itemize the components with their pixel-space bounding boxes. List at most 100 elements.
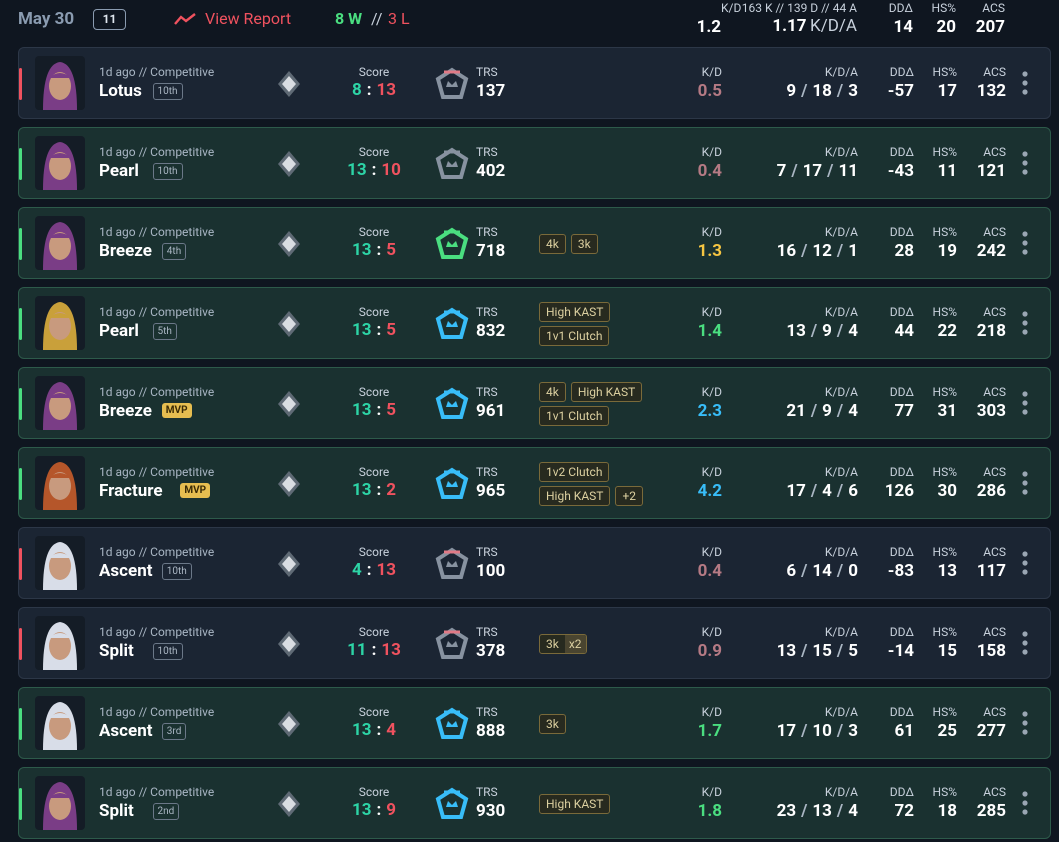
tag: High KAST — [539, 794, 611, 814]
kda-label: K/D/A — [824, 625, 858, 640]
kd-value: 1.7 — [697, 720, 722, 741]
dot — [1022, 480, 1028, 486]
view-report[interactable]: View Report — [205, 8, 292, 28]
agent-portrait-svg — [35, 696, 85, 750]
rank-icon — [277, 630, 301, 658]
hs-value: 22 — [937, 320, 957, 341]
rank-icon — [277, 70, 301, 98]
match-count: 11 — [93, 9, 126, 30]
record-sep: // — [371, 8, 383, 28]
tag: 4k — [539, 382, 566, 402]
kda-sep: / — [836, 401, 844, 421]
date: May 30 — [18, 8, 75, 29]
tag-line: High KAST — [539, 794, 611, 814]
tag-line: High KAST — [539, 302, 611, 322]
enemy-score: 13 — [381, 640, 401, 660]
match-row[interactable]: 1d ago // Competitive Pearl 5th Score 13:5 TR… — [18, 287, 1051, 359]
portrait-fringe — [49, 153, 71, 158]
kda-label: K/D/A — [824, 305, 858, 320]
match-row[interactable]: 1d ago // Competitive Lotus 10th Score 8:13 T… — [18, 47, 1051, 119]
kda: 17/4/6 — [698, 480, 858, 502]
trs-frame — [435, 227, 469, 259]
enemy-score: 10 — [381, 160, 401, 180]
rank-inner — [282, 716, 296, 732]
acs-label: ACS — [983, 625, 1006, 640]
match-time: 1d ago // Competitive — [99, 145, 215, 160]
trs-icon-svg — [435, 707, 469, 739]
match-row[interactable]: 1d ago // Competitive Ascent 10th Score 4:13… — [18, 527, 1051, 599]
match-row[interactable]: 1d ago // Competitive Breeze MVP Score 13:5 T… — [18, 367, 1051, 439]
map-name: Ascent — [99, 560, 153, 581]
kd-value: 1.2 — [696, 16, 721, 37]
kd-label: K/D — [701, 225, 722, 240]
more-menu-svg — [1022, 151, 1028, 175]
match-time: 1d ago // Competitive — [99, 385, 215, 400]
kd-label: K/D — [701, 705, 722, 720]
match-row[interactable]: 1d ago // Competitive Pearl 10th Score 13:10… — [18, 127, 1051, 199]
trs-label: TRS — [476, 465, 498, 480]
trs-frame — [435, 787, 469, 819]
more-menu[interactable] — [1020, 230, 1030, 258]
match-row[interactable]: 1d ago // Competitive Breeze 4th Score 13:5 T… — [18, 207, 1051, 279]
tag-text: High KAST — [577, 385, 636, 399]
kda-sep: / — [801, 241, 808, 261]
more-menu[interactable] — [1020, 630, 1030, 658]
kda-sep: / — [801, 641, 808, 661]
score: 13:5 — [294, 319, 454, 341]
assists: 3 — [848, 721, 858, 741]
more-menu[interactable] — [1020, 150, 1030, 178]
more-menu[interactable] — [1020, 70, 1030, 98]
dot — [1022, 311, 1028, 317]
match-row[interactable]: 1d ago // Competitive Split 2nd Score 13:9 TR… — [18, 767, 1051, 839]
rank-icon — [277, 790, 301, 818]
score-sep: : — [376, 240, 382, 260]
enemy-score: 13 — [376, 80, 397, 100]
dot — [1022, 400, 1028, 406]
portrait-fringe — [49, 713, 71, 718]
more-menu[interactable] — [1020, 310, 1030, 338]
result-bar — [19, 68, 22, 100]
trend-line — [174, 13, 196, 25]
match-row[interactable]: 1d ago // Competitive Ascent 3rd Score 13:4 T… — [18, 687, 1051, 759]
assists: 1 — [848, 241, 858, 261]
hs-value: 17 — [937, 80, 957, 101]
more-menu-svg — [1022, 551, 1028, 575]
tag-text: 4k — [546, 237, 559, 251]
agent-portrait-svg — [35, 216, 85, 270]
more-menu[interactable] — [1020, 470, 1030, 498]
trs-icon-svg — [435, 227, 469, 259]
kd-value: 0.9 — [697, 640, 722, 661]
map-name: Split — [99, 640, 134, 661]
dot — [1022, 391, 1028, 397]
match-row[interactable]: 1d ago // Competitive Split 10th Score 11:13… — [18, 607, 1051, 679]
more-menu[interactable] — [1020, 550, 1030, 578]
more-menu-svg — [1022, 231, 1028, 255]
kda-sep: / — [810, 321, 818, 341]
score-label: Score — [358, 225, 390, 240]
tag-text: 1v1 Clutch — [546, 409, 603, 423]
dot — [1022, 320, 1028, 326]
more-menu[interactable] — [1020, 710, 1030, 738]
kda-sep: / — [836, 801, 844, 821]
hs-label: HS% — [932, 465, 957, 480]
acs-label: ACS — [983, 145, 1006, 160]
rank-icon-svg — [278, 551, 300, 577]
trs-label: TRS — [476, 705, 498, 720]
map-name: Split — [99, 800, 134, 821]
tag-text: High KAST — [546, 489, 604, 503]
score-sep: : — [366, 560, 372, 580]
agent-portrait — [35, 296, 85, 350]
kda-sep: / — [827, 161, 834, 181]
trs-value: 965 — [476, 480, 506, 501]
trs-crown — [446, 241, 458, 247]
trs-frame — [435, 707, 469, 739]
more-menu[interactable] — [1020, 790, 1030, 818]
dd-label: DDΔ — [888, 1, 913, 16]
more-menu[interactable] — [1020, 390, 1030, 418]
assists: 6 — [848, 481, 858, 501]
dd-label: DDΔ — [889, 705, 914, 720]
enemy-score: 5 — [386, 240, 397, 260]
agent-portrait-svg — [35, 56, 85, 110]
map-name: Pearl — [99, 160, 139, 181]
match-row[interactable]: 1d ago // Competitive Fracture MVP Score 13:… — [18, 447, 1051, 519]
